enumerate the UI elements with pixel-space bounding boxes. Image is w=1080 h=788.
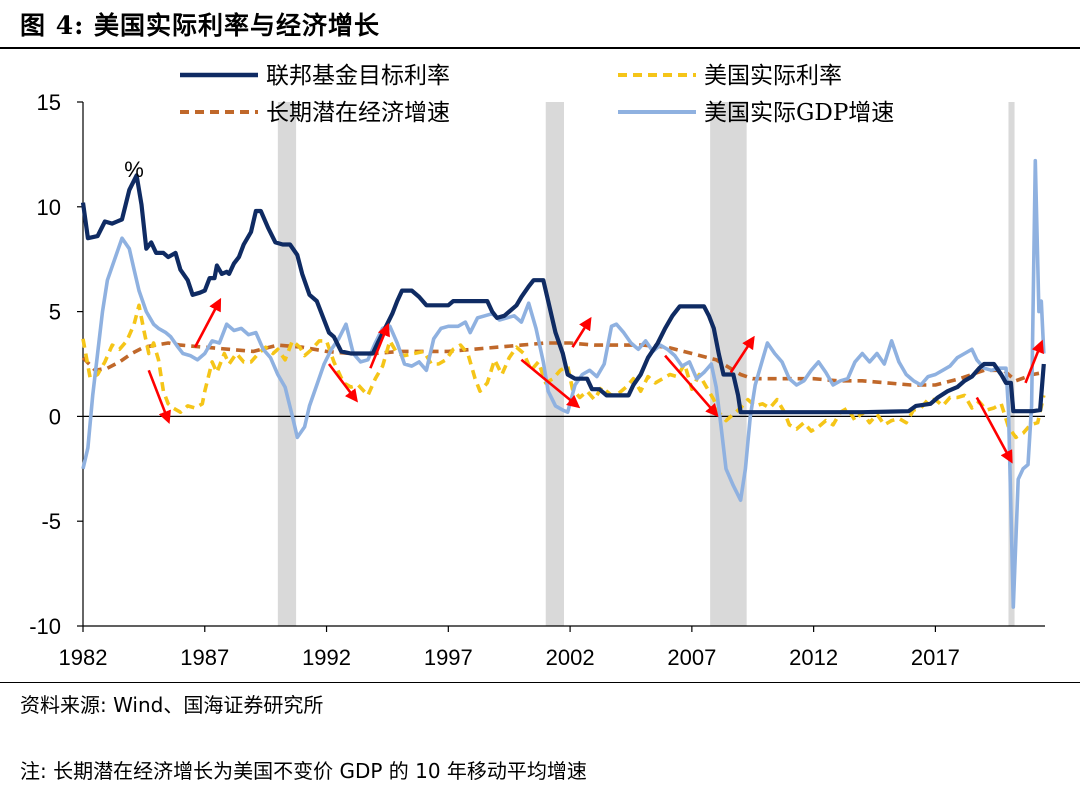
y-tick-label: 5 <box>49 300 61 325</box>
chart: -10 -5 0 5 10 15 1982 1987 1992 1997 2002 2007 2012 2… <box>29 63 1046 670</box>
trend-arrow <box>520 358 581 409</box>
recession-band <box>545 102 564 626</box>
y-tick-label: -5 <box>41 509 61 534</box>
footer-divider <box>0 682 1080 683</box>
y-tick-label: 10 <box>37 195 61 220</box>
footnote: 注: 长期潜在经济增长为美国不变价 GDP 的 10 年移动平均增速 <box>20 759 587 783</box>
trend-arrow <box>327 363 358 403</box>
x-tick-label: 1997 <box>424 645 473 670</box>
y-tick-label: 0 <box>49 404 61 429</box>
x-tick-label: 1982 <box>59 645 108 670</box>
series-line <box>81 303 1046 440</box>
legend-label: 联邦基金目标利率 <box>266 63 450 89</box>
x-tick-label: 2007 <box>667 645 716 670</box>
legend-label: 美国实际GDP增速 <box>704 100 894 126</box>
trend-arrow <box>729 335 755 374</box>
series-lines <box>80 158 1046 609</box>
trend-arrow <box>1024 339 1044 384</box>
series-line <box>80 173 1046 415</box>
legend-label: 长期潜在经济增速 <box>266 100 450 126</box>
recession-band <box>710 102 747 626</box>
axes: -10 -5 0 5 10 15 1982 1987 1992 1997 2002 2007 2012 2… <box>29 90 1045 670</box>
y-tick-label: 15 <box>37 90 61 115</box>
trend-arrow <box>147 369 171 424</box>
recession-band <box>277 102 297 626</box>
source-note: 资料来源: Wind、国海证券研究所 <box>20 693 324 717</box>
x-tick-label: 1992 <box>302 645 351 670</box>
figure-title: 图 4: 美国实际利率与经济增长 <box>20 11 381 40</box>
annotation-arrows <box>147 297 1044 464</box>
series-line <box>81 158 1046 609</box>
x-tick-label: 2002 <box>546 645 595 670</box>
x-tick-label: 2017 <box>911 645 960 670</box>
x-tick-label: 1987 <box>180 645 229 670</box>
trend-arrow <box>369 322 390 369</box>
trend-arrow <box>193 297 222 348</box>
title-divider <box>0 47 1080 49</box>
y-tick-label: -10 <box>29 614 61 639</box>
trend-arrow <box>571 316 592 348</box>
trend-arrow <box>664 354 719 418</box>
recession-band <box>1008 102 1015 626</box>
trend-arrow <box>975 396 1013 464</box>
unit-label: % <box>124 157 144 182</box>
recession-shading <box>277 102 1015 626</box>
legend-label: 美国实际利率 <box>704 63 842 89</box>
x-tick-label: 2012 <box>789 645 838 670</box>
